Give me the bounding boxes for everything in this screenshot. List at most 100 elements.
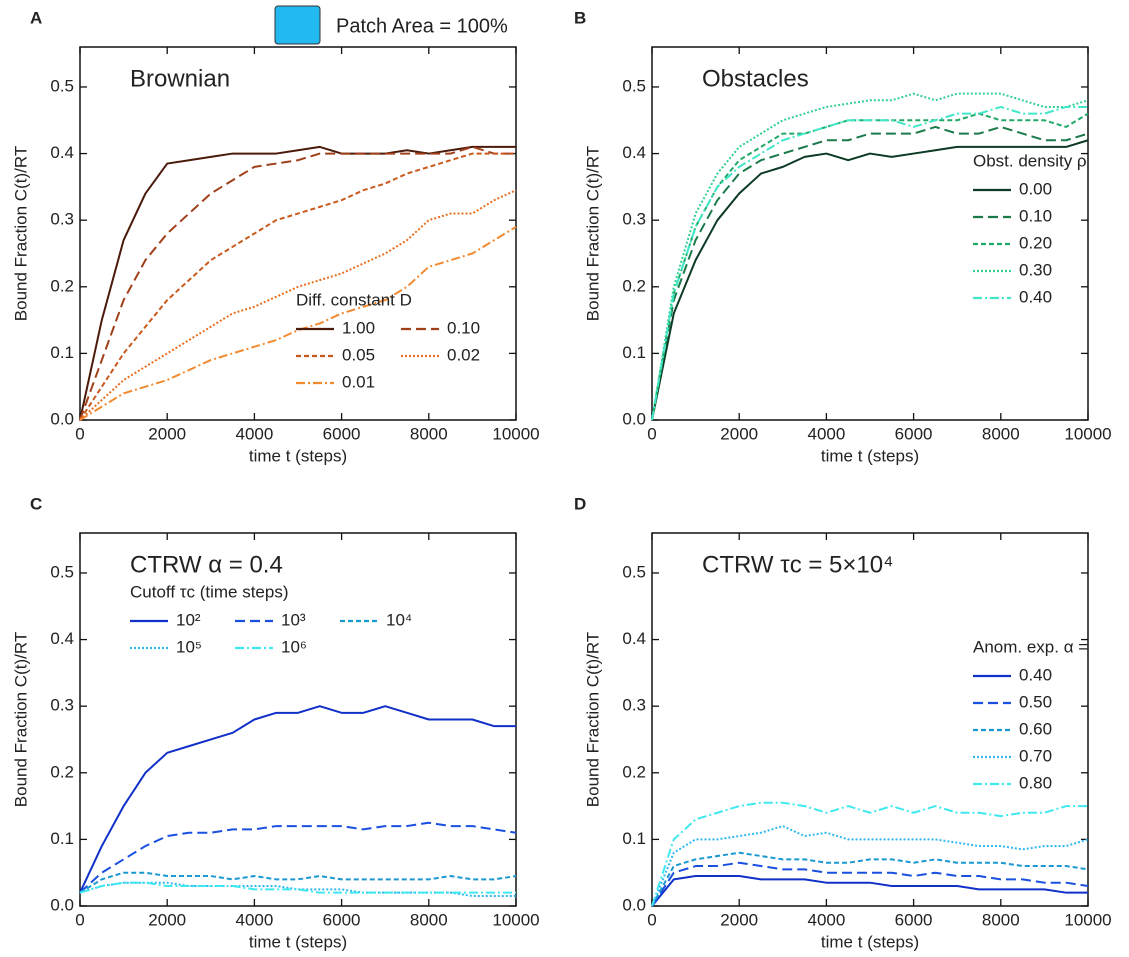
y-tick-label: 0.0 [622,895,646,914]
data-line [651,139,1089,421]
x-tick-label: 6000 [323,424,361,443]
chart-title: CTRW τc = 5×10⁴ [702,551,893,578]
data-line [79,881,516,894]
data-line [651,851,1089,907]
data-line [79,871,517,894]
legend: Diff. constant D 1.00 0.10 0.05 0.02 0.01 [296,290,480,391]
legend-label: 0.50 [1019,692,1052,711]
x-tick-label: 4000 [235,910,273,929]
x-axis-label: time t (steps) [821,446,919,465]
plot-frame [79,46,517,421]
y-tick-label: 0.4 [622,143,646,162]
x-tick-label: 2000 [720,910,758,929]
x-tick-label: 4000 [807,424,845,443]
legend-label: 0.00 [1019,179,1052,198]
x-tick-label: 8000 [410,910,448,929]
y-tick-label: 0.2 [50,762,74,781]
chart-title: Obstacles [702,65,809,92]
x-axis-label: time t (steps) [249,446,347,465]
x-tick-label: 2000 [720,424,758,443]
data-line [79,145,516,421]
legend-label: 0.02 [447,345,480,364]
legend-label: 0.01 [342,372,375,391]
y-tick-label: 0.3 [622,696,646,715]
y-tick-label: 0.2 [50,276,74,295]
plot-frame [79,532,517,907]
legend: Obst. density ρ 0.00 0.10 0.20 0.30 0.40 [973,151,1087,306]
panel: C 0.0 0.1 0.2 0.3 0.4 0.5 0 2000 4000 6000 8000 1000… [11,494,539,951]
y-tick-label: 0.2 [622,276,646,295]
chart-title: Brownian [130,65,230,92]
x-tick-label: 0 [647,910,656,929]
data-line [651,105,1088,421]
y-tick-label: 0.1 [622,343,646,362]
y-tick-label: 0.5 [622,562,646,581]
data-line [79,705,516,894]
legend-title: Diff. constant D [296,290,412,309]
y-tick-label: 0.0 [50,409,74,428]
panel: A 0.0 0.1 0.2 0.3 0.4 0.5 0 2000 4000 6000 8000 1000… [11,8,539,465]
y-tick-label: 0.5 [622,76,646,95]
legend-label: 10² [176,610,201,629]
data-line [79,152,516,421]
y-tick-label: 0.4 [622,629,646,648]
panel-letter: C [30,494,42,513]
x-tick-label: 2000 [148,910,186,929]
x-tick-label: 10000 [1064,424,1111,443]
legend-title: Obst. density ρ [973,151,1087,170]
data-line [79,881,516,898]
x-tick-label: 6000 [895,910,933,929]
y-tick-label: 0.5 [50,562,74,581]
x-tick-label: 8000 [982,910,1020,929]
panel-letter: B [574,8,586,27]
y-tick-label: 0.4 [50,629,74,648]
legend-label: 0.30 [1019,260,1052,279]
legend-label: 0.10 [447,318,480,337]
y-tick-label: 0.5 [50,76,74,95]
y-axis-label: Bound Fraction C(t)/RT [11,632,30,807]
legend-label: 0.40 [1019,665,1052,684]
y-tick-label: 0.1 [50,829,74,848]
panel: D0.00.10.20.30.40.50 2000 4000 6000 8000 1000… [574,494,1112,951]
x-tick-label: 4000 [235,424,273,443]
data-line [651,875,1088,907]
x-tick-label: 10000 [492,910,539,929]
y-tick-label: 0.3 [622,210,646,229]
panel-letter: D [574,494,586,513]
x-axis-label: time t (steps) [249,932,347,951]
legend: Anom. exp. α = 0.40 0.50 0.60 0.70 0.80 [973,637,1088,792]
x-tick-label: 4000 [807,910,845,929]
header-legend-label: Patch Area = 100% [336,15,508,37]
y-tick-label: 0.3 [50,210,74,229]
x-tick-label: 10000 [492,424,539,443]
legend-label: 10⁶ [281,637,307,656]
legend-label: 0.10 [1019,206,1052,225]
y-axis-label: Bound Fraction C(t)/RT [583,632,602,807]
legend-label: 10⁴ [386,610,412,629]
y-tick-label: 0.0 [50,895,74,914]
data-line [79,821,517,894]
y-axis-label: Bound Fraction C(t)/RT [583,146,602,321]
data-line [651,801,1088,907]
y-tick-label: 0.3 [50,696,74,715]
legend-title: Anom. exp. α = [973,637,1088,656]
legend: Cutoff τc (time steps) 10² 10³ 10⁴ 10⁵ 10⁶ [130,582,412,656]
x-axis-label: time t (steps) [821,932,919,951]
data-line [651,825,1089,907]
chart-title: CTRW α = 0.4 [130,551,283,578]
y-tick-label: 0.0 [622,409,646,428]
x-tick-label: 10000 [1064,910,1111,929]
data-line [79,225,517,421]
x-tick-label: 0 [75,910,84,929]
y-axis-label: Bound Fraction C(t)/RT [11,146,30,321]
legend-label: 1.00 [342,318,375,337]
x-tick-label: 0 [75,424,84,443]
plot-frame [651,532,1089,907]
y-tick-label: 0.4 [50,143,74,162]
plot-frame [651,46,1089,421]
x-tick-label: 6000 [895,424,933,443]
y-tick-label: 0.1 [622,829,646,848]
legend-label: 0.80 [1019,773,1052,792]
